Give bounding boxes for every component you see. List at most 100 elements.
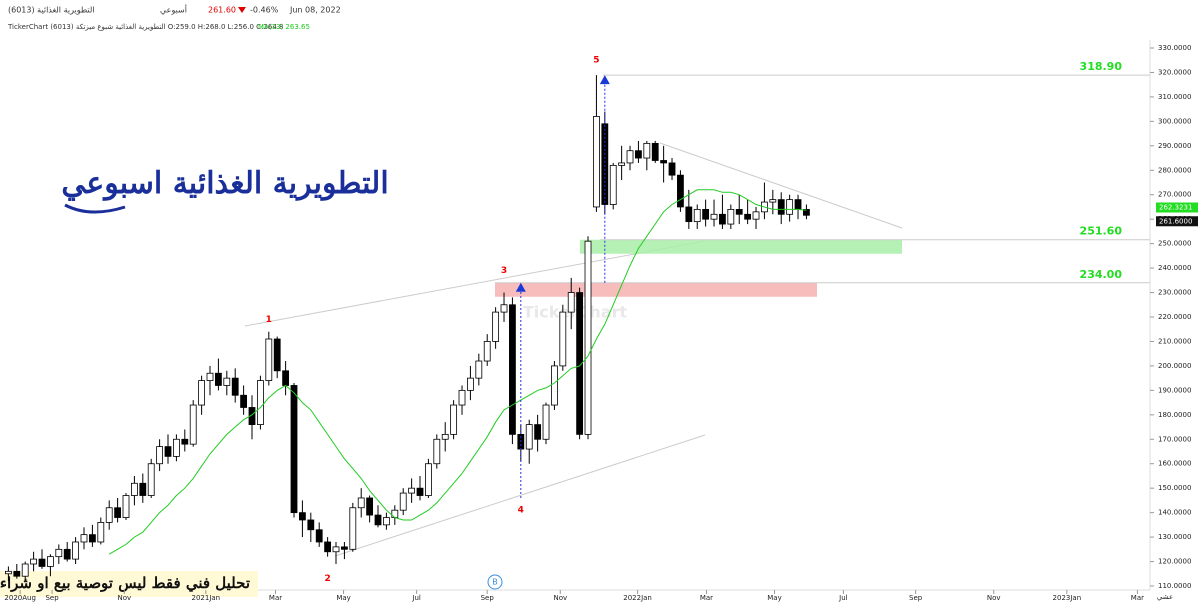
candle-body: [719, 213, 726, 225]
candle-body: [534, 424, 542, 440]
candle-body: [609, 164, 617, 205]
candle-body: [601, 123, 609, 205]
wave-label: 4: [518, 506, 524, 516]
candle-body: [198, 380, 206, 406]
date: Jun 08, 2022: [289, 6, 341, 15]
candle-body: [206, 372, 214, 381]
candle-body: [752, 211, 760, 220]
chart-period: أسبوعي: [160, 5, 187, 15]
candle-body: [651, 142, 659, 161]
candle-body: [173, 438, 180, 457]
candle-body: [584, 240, 592, 435]
x-tick-label: Sep: [481, 594, 495, 602]
down-arrow-icon: [238, 7, 246, 13]
x-tick-label: Jul: [411, 594, 421, 602]
price-tag: [1156, 216, 1198, 227]
candle-body: [122, 495, 130, 518]
candle-body: [223, 377, 231, 386]
y-tick-label: 270.0000: [1158, 191, 1191, 199]
candle-body: [105, 507, 113, 523]
candle-body: [593, 116, 600, 208]
wave-label: 2: [324, 574, 330, 584]
x-tick-label: Nov: [987, 594, 1001, 602]
y-tick-label: 230.0000: [1158, 289, 1191, 297]
axis-corner-label: عشي: [1157, 593, 1173, 601]
y-tick-label: 140.0000: [1158, 509, 1191, 517]
candle-body: [727, 208, 735, 225]
candle-body: [425, 463, 432, 496]
x-tick-label: Jul: [838, 594, 848, 602]
x-tick-label: May: [336, 594, 350, 602]
y-tick-label: 150.0000: [1158, 484, 1191, 492]
candle-body: [47, 556, 54, 567]
candle-body: [769, 199, 777, 203]
candle-body: [735, 208, 743, 215]
candle-body: [635, 150, 642, 159]
candle-body: [777, 199, 785, 215]
candle-body: [5, 570, 12, 575]
y-tick-label: 330.0000: [1158, 44, 1191, 52]
candle-body: [290, 385, 298, 514]
candle-body: [710, 213, 718, 220]
candle-body: [391, 509, 399, 518]
ma-label: MA(13) 263.65: [258, 23, 310, 31]
candle-body: [677, 174, 684, 208]
candle-body: [55, 548, 63, 558]
candle-body: [551, 365, 558, 406]
candle-body: [383, 517, 390, 526]
y-tick-label: 170.0000: [1158, 435, 1191, 443]
candle-body: [458, 389, 466, 406]
candle-body: [475, 360, 483, 379]
ohlc-info: TickerChart التطويرية الغذائية شبوع ميزت…: [7, 23, 283, 31]
candle-body: [450, 404, 458, 435]
candle-body: [30, 558, 38, 565]
candle-body: [441, 433, 449, 440]
candle-body: [131, 482, 138, 496]
candle-body: [80, 534, 88, 543]
candle-body: [685, 206, 693, 223]
x-tick-label: 2023Jan: [1053, 594, 1082, 602]
wave-label: 1: [266, 315, 272, 325]
x-tick-label: Sep: [909, 594, 923, 602]
arrow-head: [515, 282, 526, 292]
candle-body: [542, 404, 550, 440]
candle-body: [483, 341, 491, 362]
candle-body: [139, 482, 147, 496]
candle-body: [433, 438, 441, 465]
candle-body: [693, 208, 701, 223]
candle-body: [786, 199, 794, 215]
trend-line: [659, 142, 903, 229]
chart-title: التطويرية الغذائية اسبوعي: [61, 166, 388, 201]
candle-body: [21, 563, 29, 577]
x-tick-label: 2020Aug: [4, 594, 35, 602]
candle-body: [500, 304, 508, 313]
last-price: 261.60: [208, 6, 236, 15]
candle-body: [307, 519, 315, 531]
candle-body: [299, 512, 306, 521]
level-label: 234.00: [1080, 268, 1123, 281]
candle-body: [72, 541, 80, 560]
price-tag-label: 261.6000: [1159, 217, 1192, 225]
y-tick-label: 310.0000: [1158, 93, 1191, 101]
candle-body: [231, 377, 239, 396]
x-tick-label: Nov: [553, 594, 567, 602]
candle-body: [509, 304, 516, 435]
trend-lines: [244, 142, 903, 557]
candle-body: [492, 311, 500, 342]
y-tick-label: 250.0000: [1158, 240, 1191, 248]
x-tick-label: 2021Jan: [192, 594, 221, 602]
candle-body: [282, 370, 290, 386]
candle-body: [349, 507, 357, 550]
candle-body: [559, 311, 567, 367]
y-tick-label: 290.0000: [1158, 142, 1191, 150]
candle-body: [408, 487, 416, 494]
disclaimer-box: [0, 571, 258, 597]
candle-body: [525, 424, 533, 450]
candle-body: [240, 394, 248, 408]
y-tick-label: 180.0000: [1158, 411, 1191, 419]
candle-body: [13, 570, 21, 577]
candle-body: [89, 534, 96, 543]
trend-line: [244, 240, 706, 327]
candle-body: [660, 160, 668, 164]
